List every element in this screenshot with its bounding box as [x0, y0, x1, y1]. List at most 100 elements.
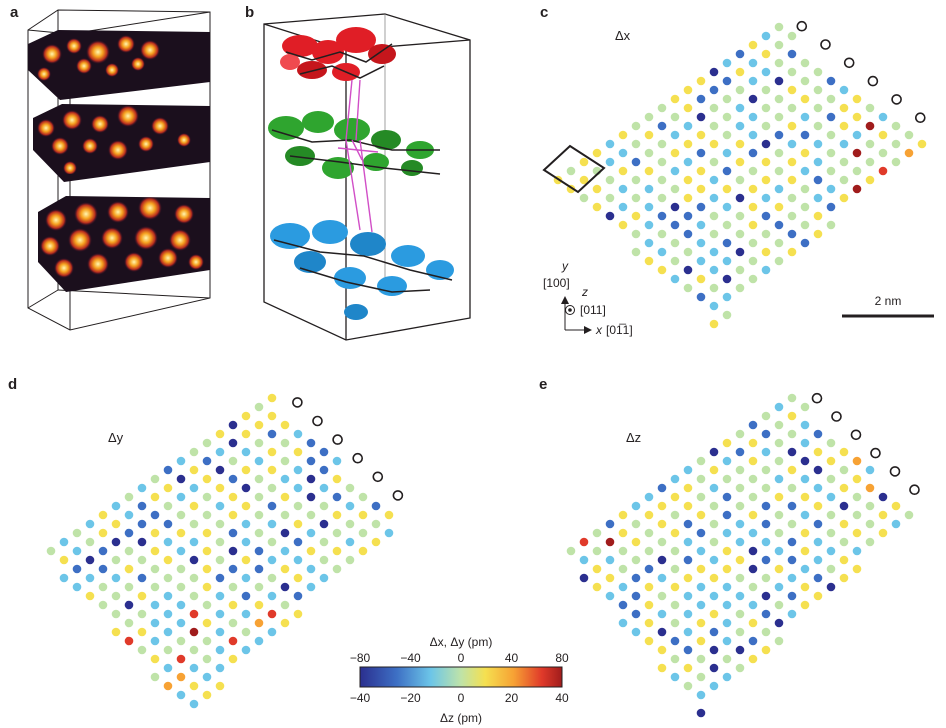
- panel-e-atom: [657, 573, 667, 583]
- panel-c-atom: [826, 94, 836, 104]
- panel-e-atom: [748, 510, 758, 520]
- panel-e-atom: [774, 492, 784, 502]
- panel-e-atom: [826, 546, 836, 556]
- panel-c-atom: [618, 166, 628, 176]
- panel-d-atom: [215, 681, 225, 691]
- panel-b-blue-layer: [270, 220, 454, 320]
- panel-e-atom: [865, 501, 875, 511]
- panel-e-atom: [800, 456, 810, 466]
- panel-d-atom: [137, 555, 147, 565]
- panel-d-atom: [293, 465, 303, 475]
- panel-d-atom: [215, 591, 225, 601]
- panel-e-open-atom: [870, 447, 881, 459]
- panel-c-atom: [631, 121, 641, 131]
- panel-d-open-atom: [332, 434, 343, 445]
- panel-c-atom: [657, 175, 667, 185]
- panel-e-atom: [839, 573, 849, 583]
- panel-d-atom: [319, 501, 329, 511]
- panel-e-atom: [865, 483, 875, 493]
- panel-c-atom: [774, 166, 784, 176]
- panel-c-atom: [709, 67, 719, 77]
- panel-d-atom: [150, 546, 160, 556]
- panel-e-atom: [631, 609, 641, 619]
- panel-e-atom: [657, 645, 667, 655]
- panel-e-open-atom: [811, 392, 823, 404]
- panel-d-atom: [189, 555, 199, 565]
- panel-c-atom: [696, 166, 706, 176]
- panel-c-atom: [631, 247, 641, 257]
- panel-c-atom: [748, 112, 758, 122]
- panel-e-atom: [748, 582, 758, 592]
- panel-c-atom: [761, 31, 771, 41]
- panel-c-atom: [852, 130, 862, 140]
- panel-d-atom: [228, 456, 238, 466]
- panel-d-atom: [254, 600, 264, 610]
- panel-e-atom: [683, 609, 693, 619]
- panel-d-atom: [293, 573, 303, 583]
- panel-d-atom: [137, 591, 147, 601]
- panel-d-atom: [280, 420, 290, 430]
- panel-e-atom: [722, 492, 732, 502]
- panel-e-atom: [826, 564, 836, 574]
- panel-d-atom: [254, 528, 264, 538]
- panel-e-atom: [761, 447, 771, 457]
- panel-d-atom: [137, 573, 147, 583]
- panel-e-atom: [878, 492, 888, 502]
- panel-c-atom: [670, 202, 680, 212]
- panel-d-label: Δy: [108, 430, 124, 445]
- panel-c-atom: [800, 76, 810, 86]
- panel-d-atom: [241, 447, 251, 457]
- panel-d-atom: [85, 573, 95, 583]
- panel-c-atom: [774, 220, 784, 230]
- panel-d-atom: [280, 528, 290, 538]
- panel-e-atom: [748, 438, 758, 448]
- panel-d-atom: [59, 537, 69, 547]
- panel-d-atom: [189, 537, 199, 547]
- panel-c-atom: [670, 220, 680, 230]
- panel-d-atom: [150, 474, 160, 484]
- panel-e-atom: [826, 492, 836, 502]
- panel-d-atom: [176, 600, 186, 610]
- panel-d-atom: [72, 582, 82, 592]
- panel-c-atom: [800, 58, 810, 68]
- panel-e-atom: [670, 510, 680, 520]
- panel-d-atom: [241, 609, 251, 619]
- panel-d-atom: [202, 456, 212, 466]
- panel-d-atom: [228, 546, 238, 556]
- panel-c-atom: [722, 58, 732, 68]
- panel-d-atom: [267, 393, 277, 403]
- panel-d-atom: [241, 465, 251, 475]
- panel-d-atom: [189, 663, 199, 673]
- panel-c-atom: [748, 184, 758, 194]
- panel-c-atom: [722, 310, 732, 320]
- panel-e-atom: [813, 465, 823, 475]
- panel-c-atom: [774, 130, 784, 140]
- panel-c-atom: [865, 175, 875, 185]
- panel-d-atom: [345, 501, 355, 511]
- panel-d-atom: [332, 564, 342, 574]
- panel-c-atom: [670, 256, 680, 266]
- panel-e-open-atom: [909, 484, 920, 496]
- panel-c-atom: [722, 292, 732, 302]
- panel-c-atom: [800, 166, 810, 176]
- panel-e-atom: [813, 555, 823, 565]
- panel-c-atom: [644, 238, 654, 248]
- panel-c-atom: [800, 220, 810, 230]
- panel-c-atom: [644, 220, 654, 230]
- panel-e-atom: [696, 708, 706, 718]
- panel-c-atom: [592, 202, 602, 212]
- panel-d-atom: [202, 546, 212, 556]
- panel-c-atom: [761, 175, 771, 185]
- panel-e-atom: [683, 627, 693, 637]
- panel-d-atom: [85, 555, 95, 565]
- panel-e-atom: [670, 636, 680, 646]
- panel-e-atom: [683, 555, 693, 565]
- panel-d-atom: [280, 510, 290, 520]
- panel-d-atom: [267, 609, 277, 619]
- panel-e-atom: [657, 609, 667, 619]
- panel-e-atom: [761, 537, 771, 547]
- panel-e-atom: [813, 429, 823, 439]
- panel-c-atom: [904, 130, 914, 140]
- panel-d-atom: [358, 528, 368, 538]
